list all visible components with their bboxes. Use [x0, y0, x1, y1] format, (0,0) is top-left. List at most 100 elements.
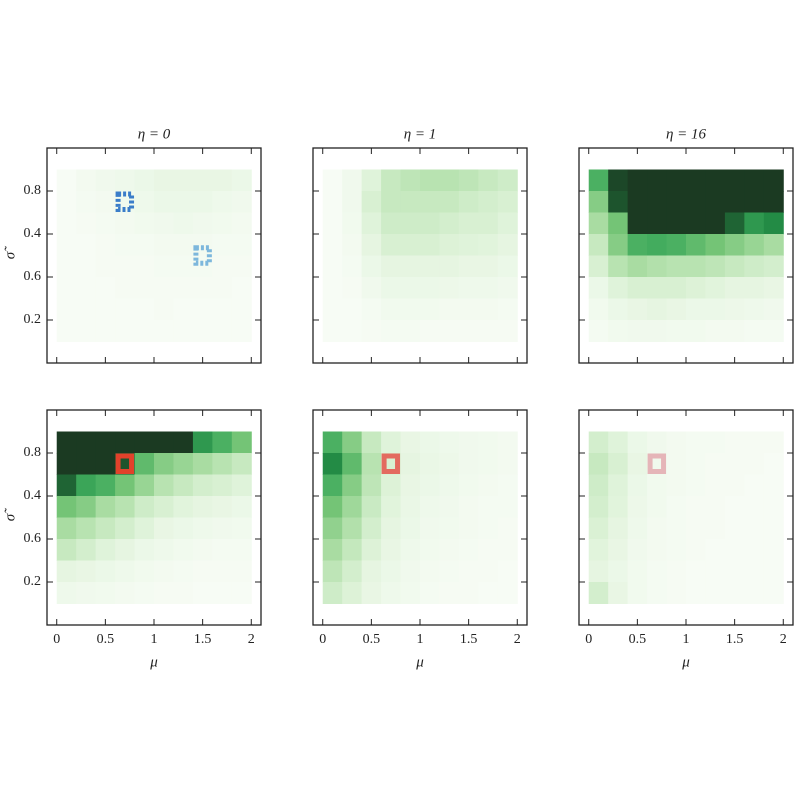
- heat-cell: [95, 277, 116, 299]
- heat-cell: [439, 320, 460, 342]
- heat-cell: [322, 496, 343, 518]
- panel: η = 16: [578, 126, 794, 364]
- heat-cell: [478, 234, 499, 256]
- heat-cell: [381, 582, 402, 604]
- y-tick-label: 0.8: [24, 183, 42, 198]
- heat-cell: [400, 169, 421, 192]
- heat-cell: [173, 277, 194, 299]
- heat-cell: [666, 582, 687, 604]
- y-tick-label: 0.8: [24, 445, 42, 460]
- y-axis-label: σ̃: [2, 508, 18, 521]
- heat-cell: [115, 277, 136, 299]
- heat-cell: [154, 582, 174, 604]
- heat-cell: [212, 517, 233, 540]
- heat-cell: [705, 191, 726, 213]
- heat-cell: [666, 169, 687, 192]
- heat-cell: [439, 234, 460, 256]
- heat-cell: [588, 277, 609, 299]
- heat-cell: [134, 474, 155, 497]
- heat-cell: [381, 255, 402, 278]
- heat-cell: [400, 234, 421, 256]
- heat-cell: [647, 474, 668, 497]
- heat-cell: [724, 298, 745, 321]
- heat-cell: [56, 255, 77, 278]
- heat-cell: [400, 212, 421, 235]
- heat-cell: [192, 453, 213, 475]
- heat-cell: [76, 277, 97, 299]
- heat-cell: [724, 539, 745, 561]
- heat-cell: [56, 234, 77, 256]
- heat-cell: [686, 517, 706, 540]
- heat-cell: [231, 169, 252, 192]
- heat-cell: [458, 517, 479, 540]
- heat-cell: [361, 277, 382, 299]
- heat-cell: [588, 234, 609, 256]
- heat-cell: [134, 582, 155, 604]
- heat-cell: [724, 191, 745, 213]
- heat-cell: [478, 517, 499, 540]
- heat-cell: [322, 320, 343, 342]
- heat-cell: [763, 517, 784, 540]
- heat-cell: [212, 560, 233, 583]
- heat-cell: [420, 191, 440, 213]
- heat-cell: [76, 474, 97, 497]
- heat-cell: [361, 496, 382, 518]
- heat-cell: [497, 255, 518, 278]
- heat-cell: [95, 255, 116, 278]
- panel-title: η = 16: [666, 126, 707, 142]
- heat-cell: [666, 474, 687, 497]
- heat-cell: [666, 431, 687, 454]
- heat-cell: [56, 169, 77, 192]
- heat-cell: [95, 212, 116, 235]
- heat-cell: [458, 560, 479, 583]
- heat-cell: [763, 453, 784, 475]
- heat-cell: [439, 169, 460, 192]
- heat-cell: [134, 255, 155, 278]
- heat-cell: [400, 496, 421, 518]
- heat-cell: [458, 169, 479, 192]
- heat-cell: [497, 560, 518, 583]
- heat-cell: [56, 517, 77, 540]
- heat-cell: [342, 320, 363, 342]
- heat-cell: [420, 453, 440, 475]
- x-tick-label: 0: [53, 632, 60, 647]
- heat-cell: [666, 517, 687, 540]
- heat-cell: [342, 474, 363, 497]
- heat-cell: [420, 582, 440, 604]
- heat-cell: [724, 496, 745, 518]
- panel-title: η = 1: [404, 126, 437, 142]
- x-tick-label: 1: [417, 632, 424, 647]
- heat-cell: [381, 474, 402, 497]
- heat-cell: [458, 234, 479, 256]
- heat-cell: [588, 582, 609, 604]
- heat-cell: [478, 496, 499, 518]
- heat-cell: [192, 474, 213, 497]
- heat-cell: [361, 298, 382, 321]
- heat-cell: [192, 191, 213, 213]
- heat-cell: [439, 496, 460, 518]
- heat-cell: [686, 474, 706, 497]
- heat-cell: [686, 298, 706, 321]
- heat-cell: [95, 320, 116, 342]
- highlight-box: [193, 245, 212, 266]
- x-tick-label: 1: [151, 632, 158, 647]
- heat-cell: [322, 277, 343, 299]
- x-tick-label: 0.5: [363, 632, 381, 647]
- heat-cell: [627, 453, 648, 475]
- heat-cell: [608, 277, 629, 299]
- heat-cell: [478, 255, 499, 278]
- heat-cell: [744, 431, 765, 454]
- heat-cell: [95, 298, 116, 321]
- heat-cell: [76, 169, 97, 192]
- heat-cell: [361, 169, 382, 192]
- heat-cell: [212, 212, 233, 235]
- heat-cell: [231, 234, 252, 256]
- heat-cell: [76, 212, 97, 235]
- heat-cell: [724, 453, 745, 475]
- x-tick-label: 0.5: [97, 632, 115, 647]
- heat-cell: [173, 320, 194, 342]
- heat-cell: [439, 298, 460, 321]
- heat-cell: [439, 255, 460, 278]
- heat-cell: [724, 474, 745, 497]
- heat-cell: [705, 539, 726, 561]
